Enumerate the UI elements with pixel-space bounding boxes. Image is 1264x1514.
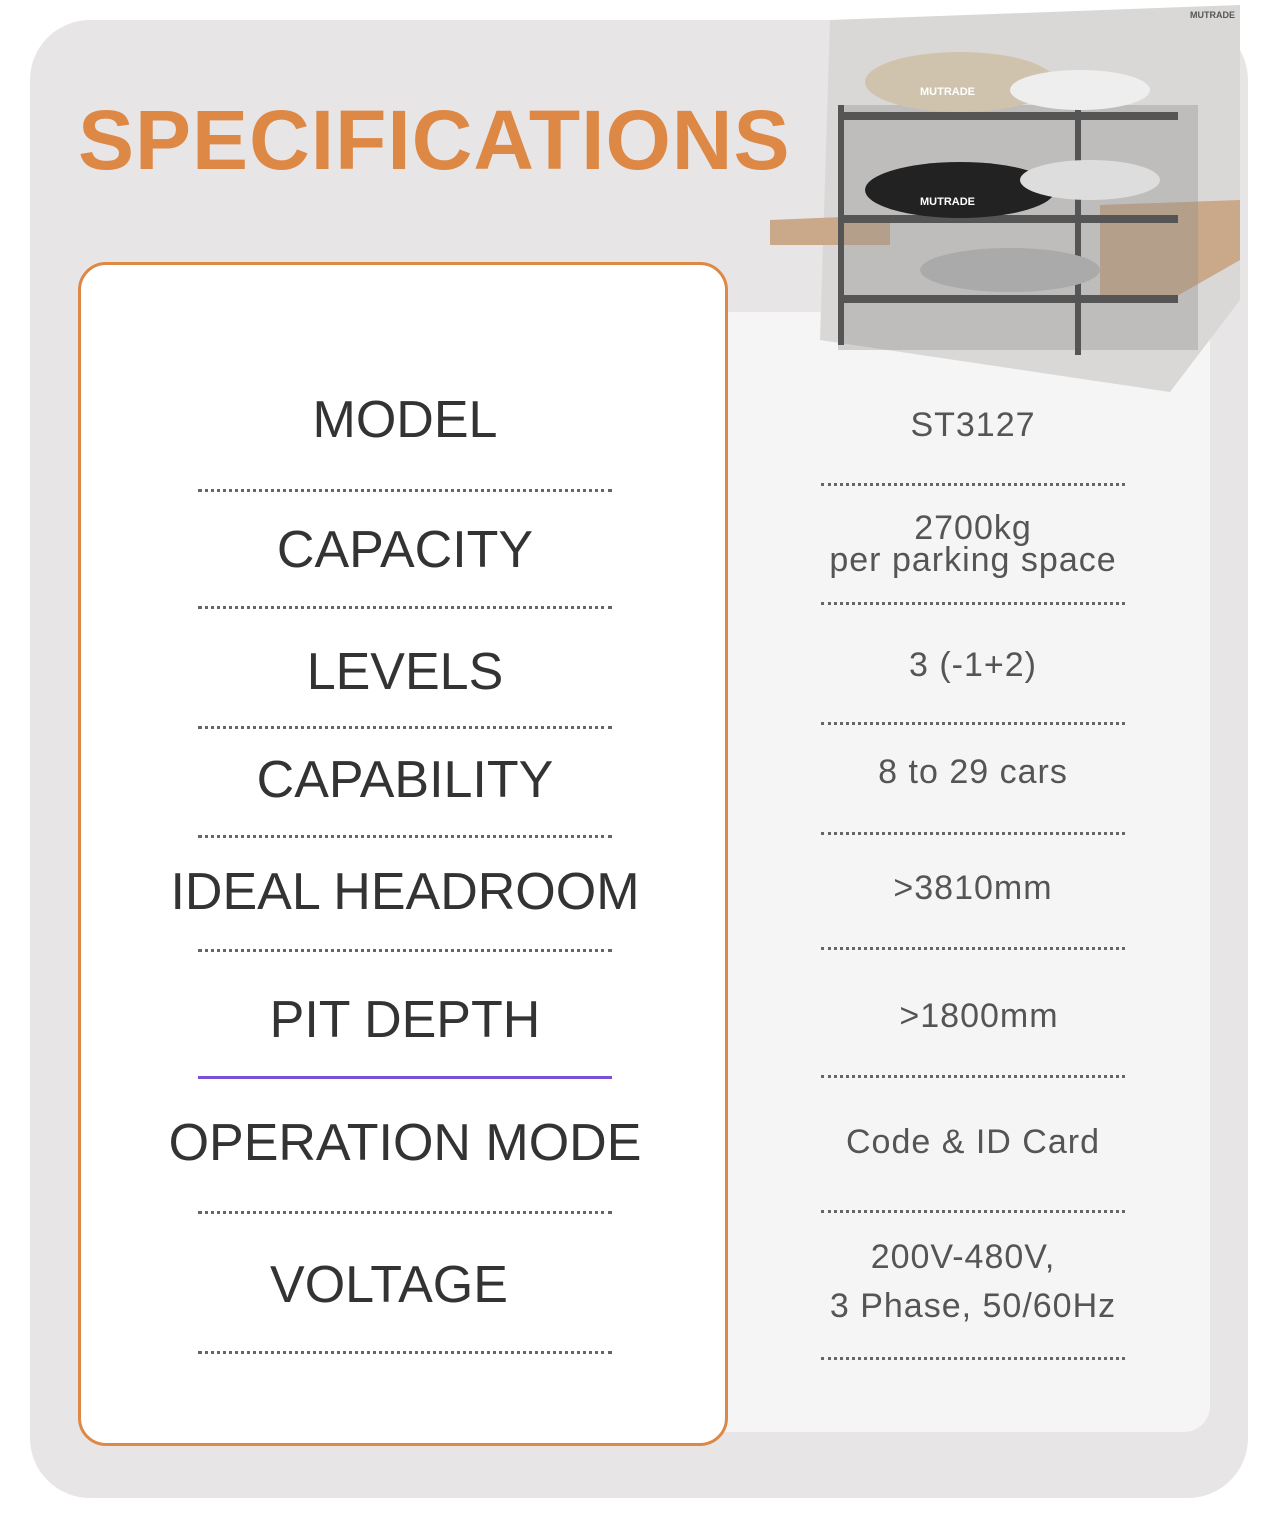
spec-value-operation-mode: Code & ID Card [846, 1123, 1100, 1161]
divider [198, 1351, 612, 1354]
divider-highlighted [198, 1076, 612, 1079]
brand-logo: MUTRADE [920, 86, 975, 98]
divider [821, 1075, 1125, 1078]
svg-text:MUTRADE: MUTRADE [920, 196, 975, 208]
divider [821, 1210, 1125, 1213]
divider [821, 722, 1125, 725]
spec-value-voltage-line2: 3 Phase, 50/60Hz [829, 1287, 1117, 1325]
divider [821, 1357, 1125, 1360]
spec-label-operation-mode: OPERATION MODE [168, 1114, 642, 1172]
spec-label-capability: CAPABILITY [256, 751, 554, 809]
spec-label-pit-depth: PIT DEPTH [269, 991, 541, 1049]
spec-labels-card [78, 262, 728, 1446]
divider [198, 489, 612, 492]
spec-label-headroom: IDEAL HEADROOM [170, 863, 640, 921]
divider [821, 483, 1125, 486]
spec-value-model: ST3127 [910, 406, 1036, 444]
divider [821, 602, 1125, 605]
spec-label-levels: LEVELS [306, 643, 504, 701]
divider [821, 832, 1125, 835]
spec-value-capability: 8 to 29 cars [878, 753, 1068, 791]
values-panel [700, 312, 1210, 1432]
divider [198, 835, 612, 838]
divider [198, 1211, 612, 1214]
parking-system-image: MUTRADE MUTRADE MUTRADE [770, 5, 1240, 392]
page-title: SPECIFICATIONS [78, 93, 791, 187]
divider [198, 606, 612, 609]
divider [198, 726, 612, 729]
svg-text:MUTRADE: MUTRADE [1190, 10, 1235, 20]
divider [198, 949, 612, 952]
spec-label-voltage: VOLTAGE [270, 1256, 508, 1314]
spec-value-pit-depth: >1800mm [899, 997, 1059, 1035]
spec-value-headroom: >3810mm [893, 869, 1053, 907]
divider [821, 947, 1125, 950]
spec-value-levels: 3 (-1+2) [909, 646, 1037, 684]
spec-value-capacity-line2: per parking space [829, 541, 1117, 579]
spec-value-voltage-line1: 200V-480V, [870, 1238, 1056, 1276]
spec-value-capacity-line1: 2700kg [914, 509, 1032, 547]
spec-label-capacity: CAPACITY [276, 521, 534, 579]
spec-label-model: MODEL [312, 391, 498, 449]
